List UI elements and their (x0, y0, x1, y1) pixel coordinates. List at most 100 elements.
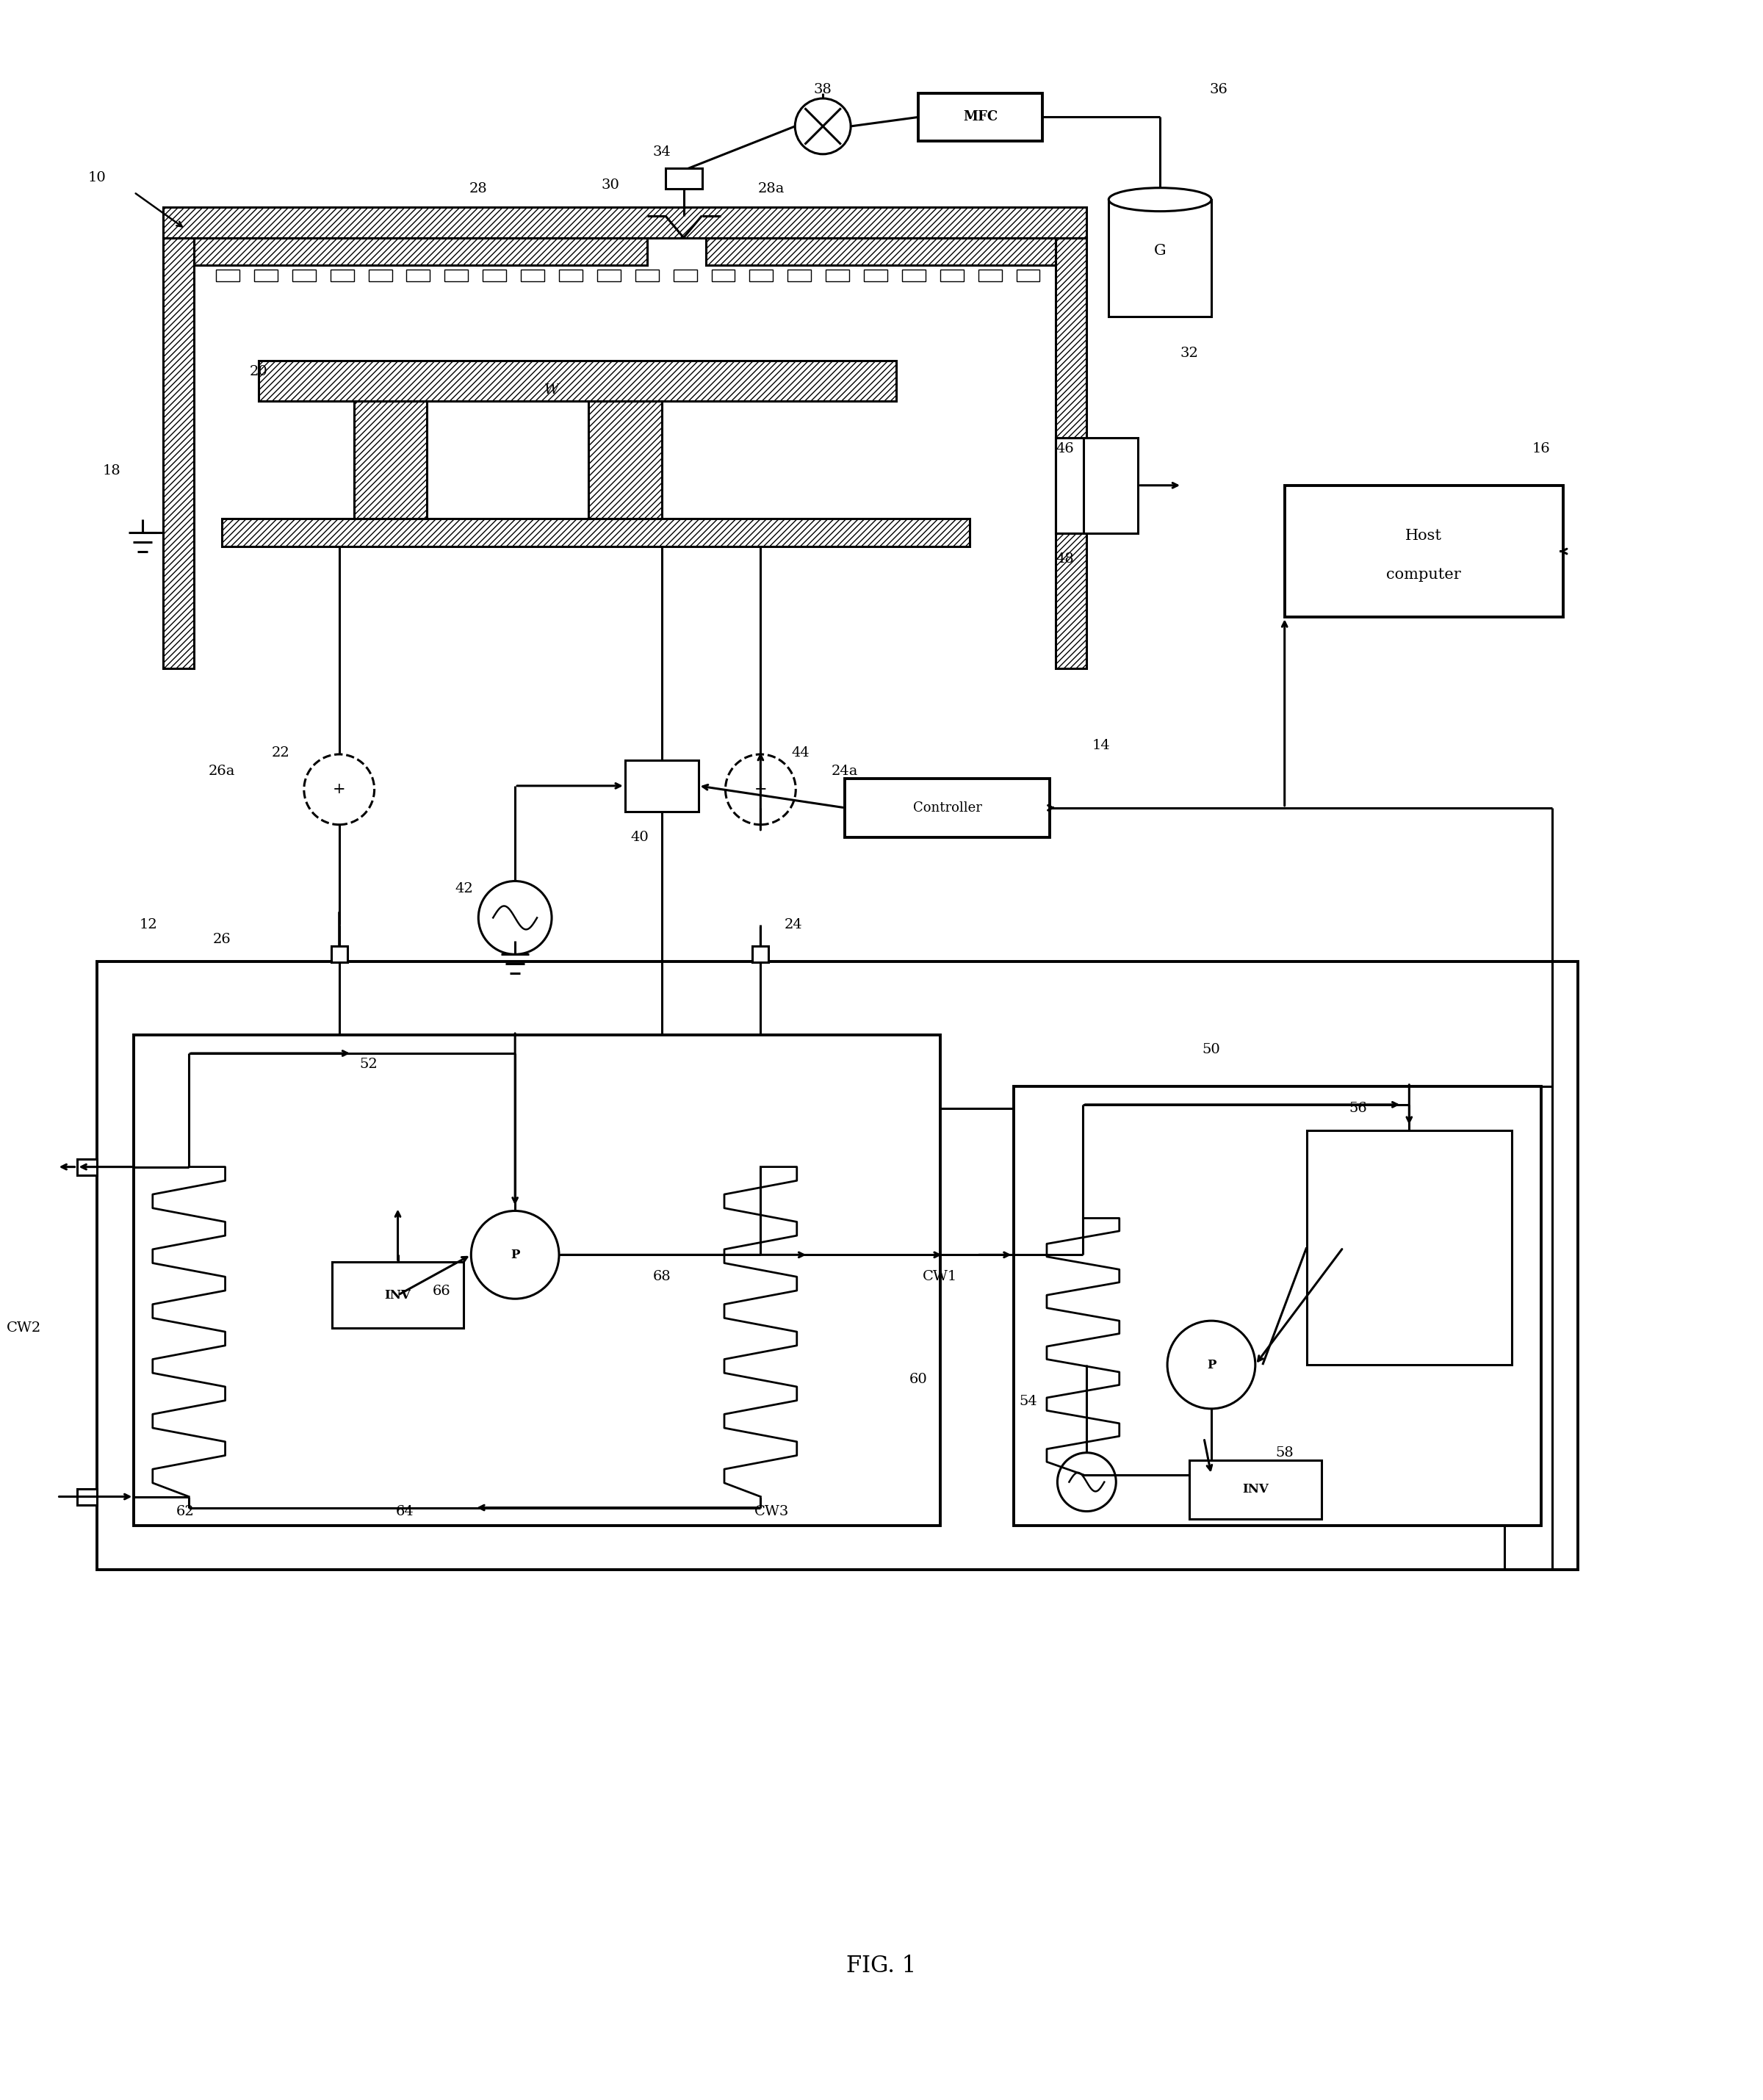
Bar (844, 779, 1051, 838)
Text: 36: 36 (1209, 84, 1227, 97)
Bar (940, 271, 964, 281)
Bar (1285, 485, 1564, 617)
Bar (354, 401, 427, 519)
Bar (293, 271, 316, 281)
Bar (1056, 437, 1084, 533)
Bar (97, 962, 1578, 1571)
Text: 64: 64 (397, 1506, 414, 1518)
Text: 62: 62 (176, 1506, 194, 1518)
Bar (864, 271, 887, 281)
Circle shape (478, 882, 552, 953)
Text: INV: INV (384, 1289, 411, 1302)
Text: 52: 52 (360, 1058, 377, 1071)
Bar (753, 947, 769, 962)
Bar (825, 271, 850, 281)
Bar (354, 401, 427, 519)
Bar (1056, 437, 1084, 533)
Text: computer: computer (1386, 569, 1462, 582)
Circle shape (1058, 1453, 1116, 1512)
Bar (919, 92, 1042, 141)
Bar (331, 1262, 464, 1327)
Bar (164, 237, 194, 668)
Text: CW2: CW2 (7, 1321, 41, 1336)
Bar (217, 271, 240, 281)
Bar (589, 401, 661, 519)
Text: +: + (755, 783, 767, 796)
Text: 10: 10 (88, 170, 106, 185)
Text: 50: 50 (1202, 1044, 1220, 1056)
Text: 18: 18 (102, 464, 122, 477)
Text: +: + (333, 783, 346, 796)
Text: 66: 66 (432, 1285, 451, 1298)
Text: 54: 54 (1019, 1394, 1037, 1407)
Text: 12: 12 (139, 918, 157, 932)
Text: 24a: 24a (832, 764, 859, 777)
Bar (194, 237, 647, 265)
Bar (164, 237, 194, 668)
Bar (978, 271, 1001, 281)
Text: 46: 46 (1056, 443, 1074, 456)
Bar (1109, 200, 1211, 317)
Text: 22: 22 (272, 746, 289, 760)
Text: 14: 14 (1093, 739, 1111, 752)
Bar (626, 760, 698, 811)
Text: 44: 44 (792, 746, 809, 760)
Bar (559, 271, 582, 281)
Bar (1056, 237, 1086, 668)
Bar (712, 271, 735, 281)
Text: 26a: 26a (208, 764, 234, 777)
Bar (788, 271, 811, 281)
Text: P: P (511, 1250, 520, 1262)
Text: 38: 38 (815, 84, 832, 97)
Text: 28: 28 (469, 183, 488, 195)
Text: Controller: Controller (913, 802, 982, 815)
Bar (903, 271, 926, 281)
Bar (705, 237, 1056, 265)
Text: 58: 58 (1275, 1447, 1294, 1460)
Text: 24: 24 (785, 918, 802, 932)
Bar (1015, 271, 1040, 281)
Bar (635, 271, 659, 281)
Bar (194, 237, 647, 265)
Text: W: W (545, 384, 559, 397)
Text: 34: 34 (652, 145, 670, 158)
Circle shape (303, 754, 374, 825)
Text: Host: Host (1405, 529, 1442, 542)
Text: G: G (1155, 244, 1165, 258)
Bar (134, 1035, 940, 1527)
Text: FIG. 1: FIG. 1 (846, 1955, 917, 1976)
Bar (1306, 1130, 1513, 1365)
Bar (483, 271, 506, 281)
Text: 60: 60 (910, 1373, 927, 1386)
Bar (259, 361, 896, 401)
Text: 20: 20 (249, 365, 268, 378)
Bar (1056, 237, 1086, 668)
Text: CW1: CW1 (922, 1270, 957, 1283)
Bar (520, 271, 545, 281)
Text: 32: 32 (1179, 347, 1199, 359)
Bar (222, 519, 970, 546)
Bar (164, 208, 1086, 237)
Bar (330, 271, 354, 281)
Bar (259, 361, 896, 401)
Circle shape (795, 99, 852, 153)
Bar (589, 401, 661, 519)
Circle shape (471, 1212, 559, 1298)
Text: 48: 48 (1056, 552, 1074, 565)
Bar (331, 947, 347, 962)
Bar (1014, 1086, 1541, 1527)
Text: CW3: CW3 (755, 1506, 790, 1518)
Text: 26: 26 (213, 932, 231, 947)
Bar (665, 168, 702, 189)
Text: P: P (1206, 1359, 1216, 1371)
Text: INV: INV (1243, 1483, 1268, 1495)
Bar (368, 271, 391, 281)
Bar (78, 1489, 97, 1506)
Circle shape (1167, 1321, 1255, 1409)
Bar (254, 271, 277, 281)
Text: 68: 68 (652, 1270, 670, 1283)
Bar (598, 271, 621, 281)
Text: 16: 16 (1532, 443, 1550, 456)
Bar (705, 237, 1056, 265)
Text: MFC: MFC (963, 111, 998, 124)
